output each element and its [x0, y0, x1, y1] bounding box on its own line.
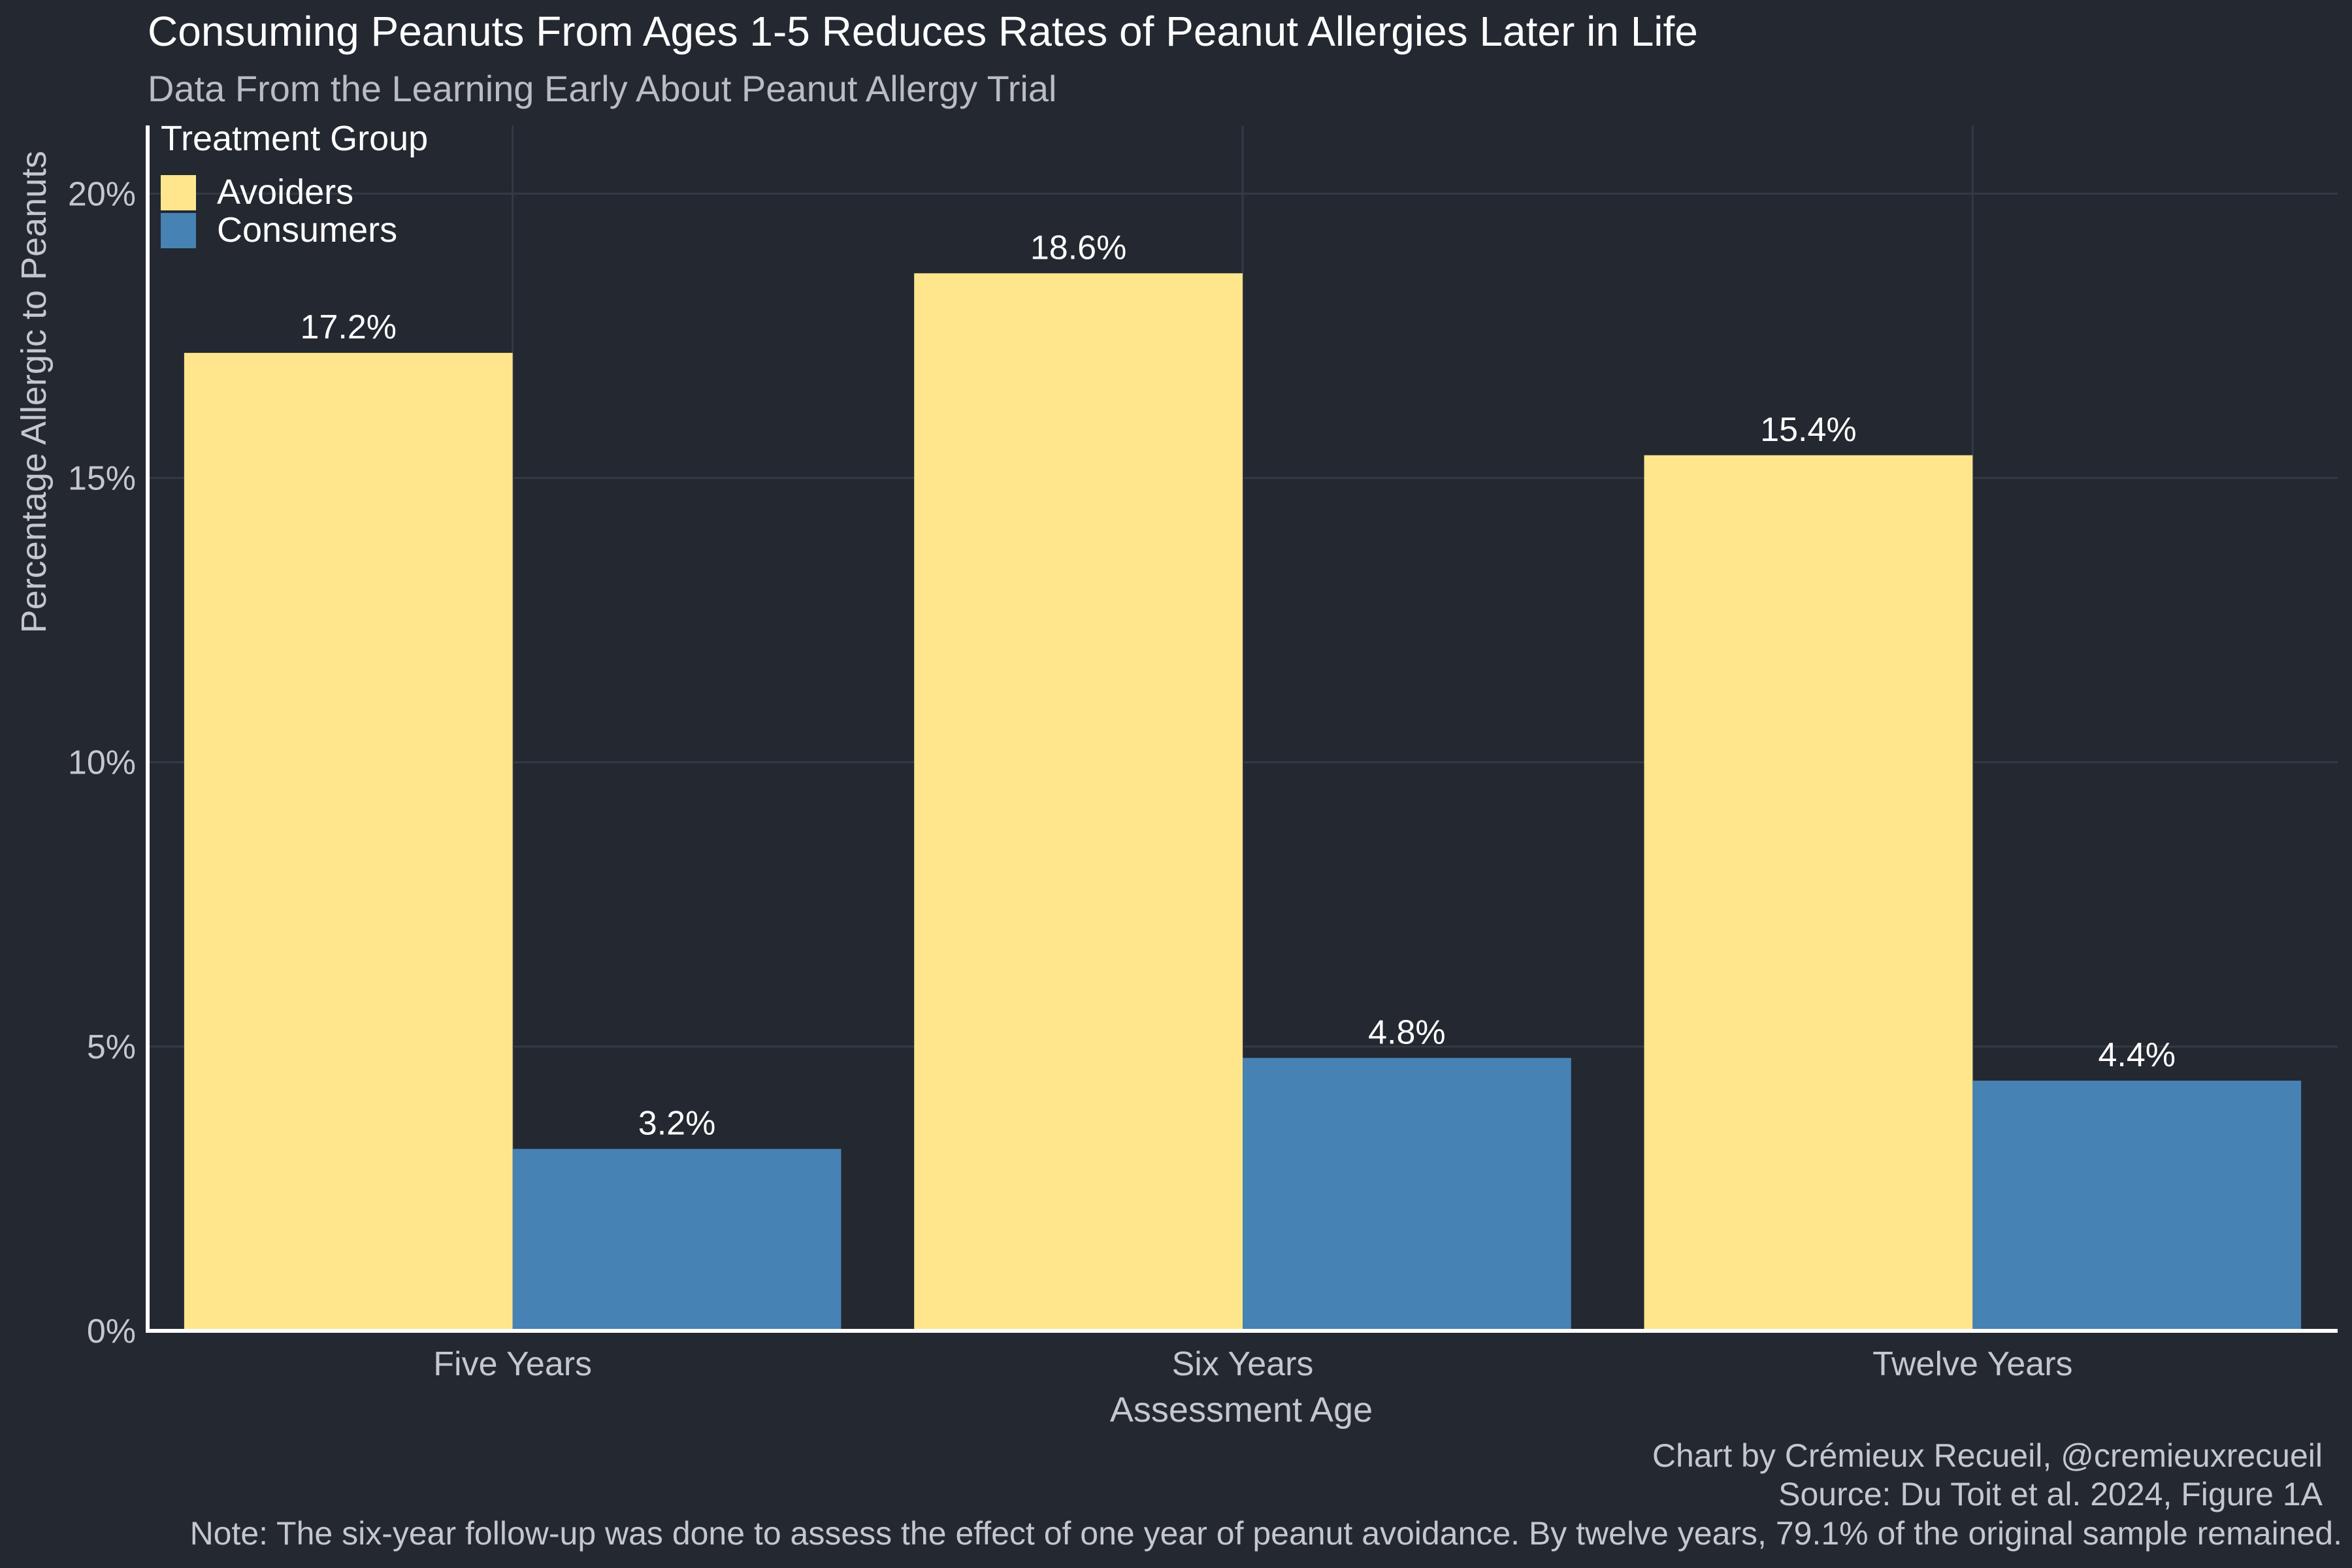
x-tick-label: Six Years: [1172, 1345, 1314, 1383]
caption-note: Note: The six-year follow-up was done to…: [190, 1515, 2342, 1552]
x-tick-label: Five Years: [433, 1345, 592, 1383]
data-labels: 17.2% 18.6% 15.4% 3.2% 4.8% 4.4%: [301, 229, 2176, 1142]
bar-consumers-0: [512, 1149, 841, 1331]
chart-title: Consuming Peanuts From Ages 1-5 Reduces …: [148, 8, 1698, 55]
data-label: 4.4%: [2098, 1036, 2176, 1074]
bars: [184, 273, 2302, 1331]
y-axis-title: Percentage Allergic to Peanuts: [14, 151, 54, 633]
data-label: 15.4%: [1760, 411, 1856, 449]
y-tick-label: 15%: [68, 460, 136, 498]
x-axis-title: Assessment Age: [1110, 1390, 1373, 1429]
legend-label: Avoiders: [217, 172, 353, 212]
y-tick-label: 5%: [87, 1028, 136, 1066]
legend-label: Consumers: [217, 210, 397, 250]
y-tick-label: 0%: [87, 1313, 136, 1350]
data-label: 4.8%: [1368, 1013, 1446, 1051]
bar-avoiders-0: [184, 353, 513, 1331]
x-axis-ticks: Five Years Six Years Twelve Years: [433, 1345, 2072, 1383]
data-label: 18.6%: [1030, 229, 1126, 267]
data-label: 3.2%: [638, 1105, 716, 1143]
chart-subtitle: Data From the Learning Early About Peanu…: [148, 68, 1056, 109]
data-label: 17.2%: [301, 308, 397, 346]
y-axis-ticks: 0% 5% 10% 15% 20%: [68, 175, 136, 1350]
legend-swatch: [161, 175, 196, 210]
caption: Chart by Crémieux Recueil, @cremieuxrecu…: [190, 1437, 2342, 1552]
bar-consumers-1: [1243, 1058, 1571, 1331]
y-tick-label: 10%: [68, 744, 136, 782]
bar-consumers-2: [1972, 1081, 2302, 1331]
x-tick-label: Twelve Years: [1872, 1345, 2072, 1383]
legend-title: Treatment Group: [161, 119, 428, 158]
caption-credit: Chart by Crémieux Recueil, @cremieuxrecu…: [1652, 1437, 2323, 1474]
legend-swatch: [161, 213, 196, 248]
bar-avoiders-2: [1644, 455, 1973, 1331]
bar-avoiders-1: [914, 273, 1243, 1331]
y-tick-label: 20%: [68, 175, 136, 213]
caption-source: Source: Du Toit et al. 2024, Figure 1A: [1778, 1476, 2323, 1512]
